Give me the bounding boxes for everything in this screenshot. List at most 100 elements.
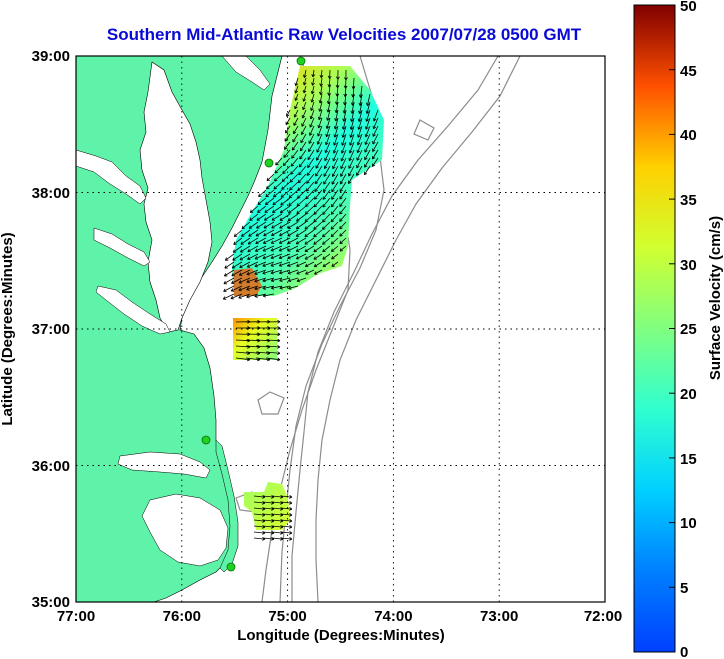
velocity-arrowhead (254, 271, 258, 275)
velocity-arrow (253, 507, 265, 510)
velocity-arrowhead (281, 186, 285, 190)
velocity-arrowhead (349, 142, 353, 146)
velocity-arrowhead (317, 133, 321, 137)
velocity-arrow (291, 141, 299, 151)
velocity-arrow (365, 117, 371, 130)
velocity-arrow (325, 133, 331, 145)
velocity-arrow (301, 125, 307, 135)
velocity-arrow (290, 157, 299, 167)
velocity-arrowhead (326, 100, 331, 105)
map-title: Southern Mid-Atlantic Raw Velocities 200… (107, 25, 582, 44)
velocity-arrow (279, 213, 291, 221)
velocity-arrowhead (332, 157, 336, 162)
velocity-arrowhead (310, 107, 314, 111)
velocity-arrowhead (322, 248, 326, 253)
velocity-arrowhead (273, 186, 277, 190)
velocity-arrow (223, 293, 235, 300)
velocity-arrowhead (304, 241, 308, 245)
velocity-arrowhead (357, 134, 361, 138)
velocity-arrowhead (246, 287, 250, 291)
velocity-arrow (249, 205, 259, 213)
velocity-arrow (286, 109, 291, 117)
velocity-arrow (279, 277, 291, 282)
velocity-arrowhead (323, 165, 328, 169)
velocity-arrow (293, 125, 299, 134)
velocity-arrowhead (257, 209, 261, 213)
velocity-arrowhead (304, 218, 309, 223)
velocity-arrow (282, 157, 291, 166)
velocity-arrowhead (372, 133, 376, 137)
velocity-arrow (240, 245, 251, 253)
velocity-arrow (323, 165, 331, 177)
velocity-arrow (339, 181, 347, 192)
velocity-arrow (271, 501, 283, 504)
velocity-arrow (303, 77, 307, 86)
velocity-arrowhead (309, 124, 313, 128)
velocity-arrowhead (330, 226, 335, 230)
station-marker (264, 158, 274, 168)
velocity-arrow (348, 149, 355, 161)
velocity-arrowhead (339, 225, 343, 230)
velocity-arrow (255, 237, 267, 244)
velocity-arrowhead (263, 232, 267, 237)
velocity-arrowhead (233, 241, 237, 245)
velocity-arrow (313, 229, 323, 238)
velocity-arrowhead (313, 218, 317, 223)
velocity-arrowhead (300, 131, 305, 135)
velocity-arrowhead (289, 186, 293, 191)
velocity-arrowhead (288, 194, 293, 199)
velocity-arrowhead (287, 263, 291, 267)
velocity-arrowhead (246, 271, 250, 276)
velocity-arrow (224, 269, 235, 277)
velocity-arrowhead (224, 273, 228, 277)
velocity-arrow (336, 93, 339, 105)
velocity-arrowhead (266, 185, 270, 190)
velocity-arrowhead (330, 233, 335, 238)
colorbar-tick-marks (669, 4, 675, 653)
y-axis-label: Latitude (Degrees:Minutes) (0, 232, 16, 425)
velocity-arrow (224, 261, 235, 269)
velocity-arrowhead (231, 265, 236, 269)
velocity-arrowhead (364, 164, 368, 168)
velocity-arrow (314, 173, 323, 185)
velocity-arrowhead (277, 326, 281, 330)
velocity-arrowhead (371, 163, 376, 167)
velocity-arrow (255, 229, 267, 237)
velocity-arrow (372, 125, 379, 137)
velocity-arrow (316, 149, 323, 161)
velocity-arrowhead (331, 188, 335, 193)
chesapeake-bay (139, 61, 213, 333)
velocity-arrowhead (331, 173, 336, 177)
velocity-arrowhead (311, 73, 316, 78)
colorbar-tick-label: 0 (680, 644, 688, 659)
velocity-arrowhead (262, 286, 266, 290)
velocity-arrowhead (282, 170, 286, 175)
velocity-arrow (327, 101, 331, 113)
velocity-arrow (306, 165, 315, 176)
velocity-arrow (318, 117, 323, 129)
velocity-arrow (246, 277, 259, 283)
velocity-arrow (262, 277, 275, 282)
velocity-arrowhead (293, 122, 297, 126)
velocity-arrowhead (295, 256, 300, 260)
velocity-arrow (322, 261, 331, 267)
velocity-arrowhead (238, 287, 242, 292)
velocity-arrow (273, 189, 283, 198)
velocity-arrow (322, 205, 331, 215)
velocity-arrowhead (264, 201, 269, 206)
velocity-arrowhead (254, 279, 258, 283)
velocity-arrowhead (223, 288, 227, 292)
velocity-arrow (257, 205, 267, 213)
velocity-arrowhead (356, 149, 361, 154)
velocity-arrow (322, 221, 331, 230)
velocity-arrow (330, 221, 339, 230)
velocity-arrowhead (264, 217, 268, 221)
velocity-arrowhead (302, 74, 307, 78)
velocity-arrowhead (327, 84, 332, 88)
velocity-arrowhead (239, 257, 244, 261)
radar-stations (201, 56, 306, 572)
velocity-arrow (342, 125, 347, 138)
velocity-arrowhead (284, 146, 288, 150)
velocity-arrowhead (331, 181, 335, 185)
